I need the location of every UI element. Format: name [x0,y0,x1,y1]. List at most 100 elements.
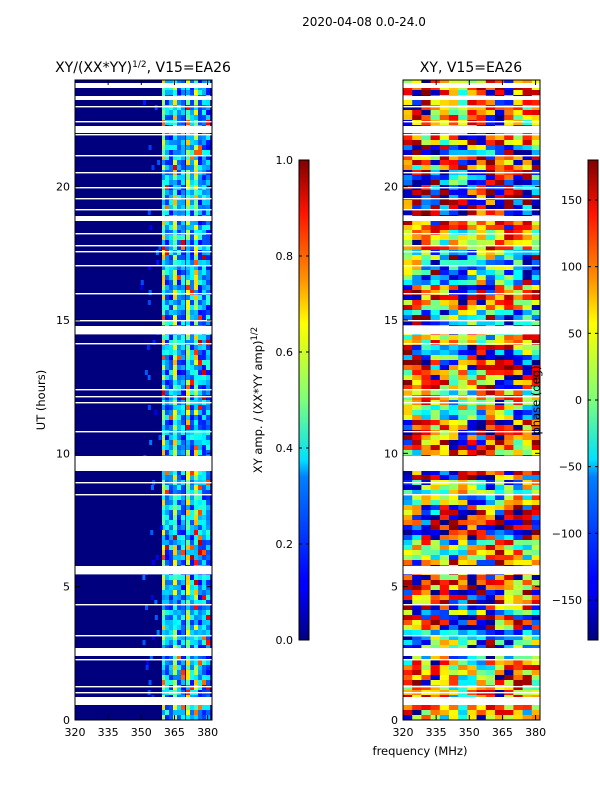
heat-cell [186,490,191,495]
heat-cell [485,640,496,646]
heat-cell [190,475,195,480]
heat-cell [467,205,477,211]
heat-cell [449,575,459,581]
heat-cell [421,450,431,456]
heat-cell [476,495,487,501]
heat-cell [194,545,199,550]
heat-cell [198,375,203,380]
heat-cell [169,365,174,370]
heat-cell [485,490,496,496]
heat-cell [181,105,186,110]
heat-cell [449,340,459,346]
heat-cell [169,115,174,120]
heat-cell [476,375,487,381]
heat-cell [198,555,203,560]
heat-cell [421,280,431,286]
heat-cell [458,240,468,246]
left-colorbar: 0.00.20.40.60.81.0 XY amp. / (XX*YY amp)… [250,154,310,647]
heat-cell [458,300,468,306]
heat-cell [531,710,540,716]
heat-cell [202,585,207,590]
heat-cell [194,595,199,600]
heat-cell [181,685,186,690]
heat-cell [522,375,533,381]
heat-cell [495,680,505,686]
heat-cell [169,430,174,435]
heat-cell [186,500,191,505]
heat-cell [190,360,195,365]
heat-cell [198,675,203,680]
heat-cell [412,575,422,581]
heat-cell [165,350,170,355]
heat-cell [202,140,207,145]
heat-cell [403,605,413,611]
heat-cell [504,670,514,676]
heat-cell [145,665,149,670]
heat-cell [449,705,459,711]
heat-cell [206,360,211,365]
heat-cell [449,635,459,641]
heat-cell [504,115,514,121]
heat-cell [421,495,431,501]
heat-cell [485,555,496,561]
heat-cell [495,490,505,496]
heat-cell [485,210,496,216]
heat-cell [467,655,477,661]
heat-cell [173,680,178,685]
heat-cell [412,620,422,626]
heat-cell [162,625,167,630]
heat-cell [162,235,167,240]
heat-cell [430,275,441,281]
heat-cell [513,535,523,541]
heat-cell [202,645,207,650]
heat-cell [173,370,178,375]
heat-cell [165,525,170,530]
heat-cell [421,305,431,311]
heat-cell [504,430,514,436]
heat-cell [513,600,523,606]
heat-cell [467,110,477,116]
heat-cell [206,470,211,475]
heat-cell [421,345,431,351]
heat-cell [421,610,431,616]
heat-cell [485,715,496,720]
heat-cell [186,585,191,590]
heat-cell [531,705,540,711]
heat-cell [186,670,191,675]
heat-cell [162,685,167,690]
heat-cell [181,585,186,590]
heat-cell [186,510,191,515]
heat-cell [173,265,178,270]
heat-cell [430,645,441,651]
left-colorbar-label-main: XY amp. / (XX*YY amp) [251,341,265,474]
heat-cell [206,180,211,185]
heat-cell [495,390,505,396]
heat-cell [504,420,514,426]
heat-cell [458,280,468,286]
heat-cell [186,485,191,490]
heat-cell [421,100,431,106]
heat-cell [495,475,505,481]
heat-cell [186,165,191,170]
heat-cell [169,300,174,305]
heat-cell [190,435,195,440]
heat-cell [449,425,459,431]
heat-cell [198,415,203,420]
heat-cell [190,585,195,590]
heat-cell [206,680,211,685]
heat-cell [173,250,178,255]
heat-cell [476,685,487,691]
heat-cell [495,635,505,641]
heat-cell [177,355,182,360]
heat-cell [173,200,178,205]
heat-cell [430,655,441,661]
heat-cell [458,200,468,206]
heat-cell [206,320,211,325]
heat-cell [513,120,523,126]
heat-cell [421,205,431,211]
heat-cell [198,235,203,240]
heat-cell [531,635,540,641]
heat-cell [467,715,477,720]
heat-cell [531,270,540,276]
heat-cell [458,645,468,651]
